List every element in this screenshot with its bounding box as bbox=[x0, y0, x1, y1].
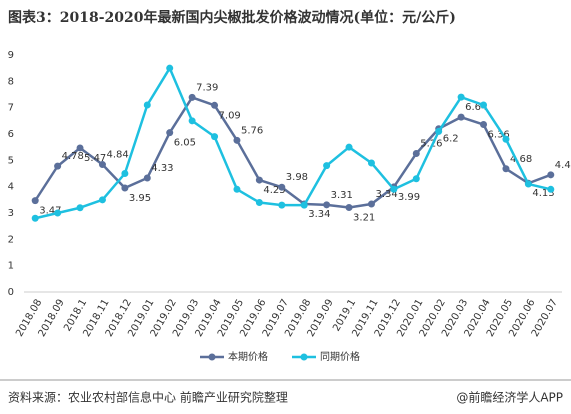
series-marker bbox=[54, 209, 62, 217]
value-label: 4.25 bbox=[263, 185, 285, 196]
value-label: 3.95 bbox=[129, 193, 151, 204]
series-marker bbox=[457, 113, 465, 121]
series-marker bbox=[278, 183, 286, 191]
series-marker bbox=[166, 64, 174, 72]
series-marker bbox=[278, 201, 286, 209]
value-label: 5.76 bbox=[241, 125, 263, 136]
series-line bbox=[34, 66, 552, 220]
chart-title: 图表3：2018-2020年最新国内尖椒批发价格波动情况(单位：元/公斤) bbox=[8, 9, 456, 26]
y-tick-label: 3 bbox=[8, 208, 14, 219]
value-label: 4.68 bbox=[510, 154, 532, 165]
series-marker bbox=[502, 135, 510, 143]
series-marker bbox=[255, 176, 263, 184]
value-label: 4.13 bbox=[532, 188, 554, 199]
y-tick-label: 0 bbox=[8, 287, 14, 298]
series-marker bbox=[211, 133, 219, 141]
y-tick-label: 7 bbox=[8, 103, 14, 114]
value-label: 6.36 bbox=[488, 130, 510, 141]
series-marker bbox=[31, 214, 39, 222]
series-marker bbox=[345, 143, 353, 151]
series-marker bbox=[233, 185, 241, 193]
value-label: 4.84 bbox=[106, 150, 128, 161]
series-marker bbox=[412, 175, 420, 183]
y-tick-label: 2 bbox=[8, 234, 14, 245]
series-marker bbox=[367, 200, 375, 208]
value-label: 7.09 bbox=[219, 110, 241, 121]
value-label: 3.34 bbox=[308, 209, 330, 220]
value-label: 3.98 bbox=[286, 172, 308, 183]
y-tick-label: 1 bbox=[8, 261, 14, 272]
series-marker bbox=[98, 161, 106, 169]
series-marker bbox=[188, 93, 196, 101]
series-marker bbox=[54, 162, 62, 170]
series-marker bbox=[457, 93, 465, 101]
series-marker bbox=[188, 117, 196, 125]
series-marker bbox=[412, 149, 420, 157]
series-marker bbox=[98, 196, 106, 204]
value-label: 3.21 bbox=[353, 212, 375, 223]
series-marker bbox=[233, 136, 241, 144]
value-label: 3.31 bbox=[331, 190, 353, 201]
value-label: 3.34 bbox=[375, 189, 397, 200]
value-label: 3.47 bbox=[39, 206, 61, 217]
legend-label: 同期价格 bbox=[320, 350, 360, 363]
y-tick-label: 8 bbox=[8, 76, 14, 87]
series-marker bbox=[547, 171, 555, 179]
series-marker bbox=[31, 197, 39, 205]
series-marker bbox=[480, 121, 488, 129]
legend-marker bbox=[208, 353, 216, 361]
value-label: 4.78 bbox=[62, 151, 84, 162]
series-marker bbox=[502, 165, 510, 173]
legend-marker bbox=[300, 353, 308, 361]
series-marker bbox=[480, 101, 488, 109]
series-marker bbox=[435, 127, 443, 135]
value-label: 6.64 bbox=[465, 102, 487, 113]
credit: @前瞻经济学人APP bbox=[456, 390, 563, 405]
value-label: 6.2 bbox=[443, 134, 459, 145]
value-label: 7.39 bbox=[196, 82, 218, 93]
series-marker bbox=[211, 101, 219, 109]
source: 资料来源：农业农村部信息中心 前瞻产业研究院整理 bbox=[8, 390, 288, 405]
value-label: 4.45 bbox=[555, 160, 571, 171]
series-marker bbox=[367, 159, 375, 167]
series-line bbox=[34, 96, 552, 209]
series-marker bbox=[143, 101, 151, 109]
series-marker bbox=[143, 174, 151, 182]
series-marker bbox=[76, 204, 84, 212]
series-marker bbox=[300, 201, 308, 209]
series-marker bbox=[121, 184, 129, 192]
series-marker bbox=[390, 185, 398, 193]
y-tick-label: 9 bbox=[8, 50, 14, 61]
series-marker bbox=[524, 180, 532, 188]
y-tick-label: 5 bbox=[8, 155, 14, 166]
series-marker bbox=[323, 162, 331, 170]
series-marker bbox=[323, 201, 331, 209]
series-marker bbox=[255, 198, 263, 206]
value-label: 5.47 bbox=[84, 153, 106, 164]
y-tick-label: 6 bbox=[8, 129, 14, 140]
series-marker bbox=[547, 185, 555, 193]
y-tick-label: 4 bbox=[8, 182, 14, 193]
series-marker bbox=[76, 144, 84, 152]
value-label: 4.33 bbox=[151, 163, 173, 174]
series-marker bbox=[345, 203, 353, 211]
series-marker bbox=[121, 170, 129, 177]
value-label: 6.05 bbox=[174, 138, 196, 149]
series-marker bbox=[166, 129, 174, 137]
legend-label: 本期价格 bbox=[228, 350, 268, 363]
value-label: 3.99 bbox=[398, 192, 420, 203]
